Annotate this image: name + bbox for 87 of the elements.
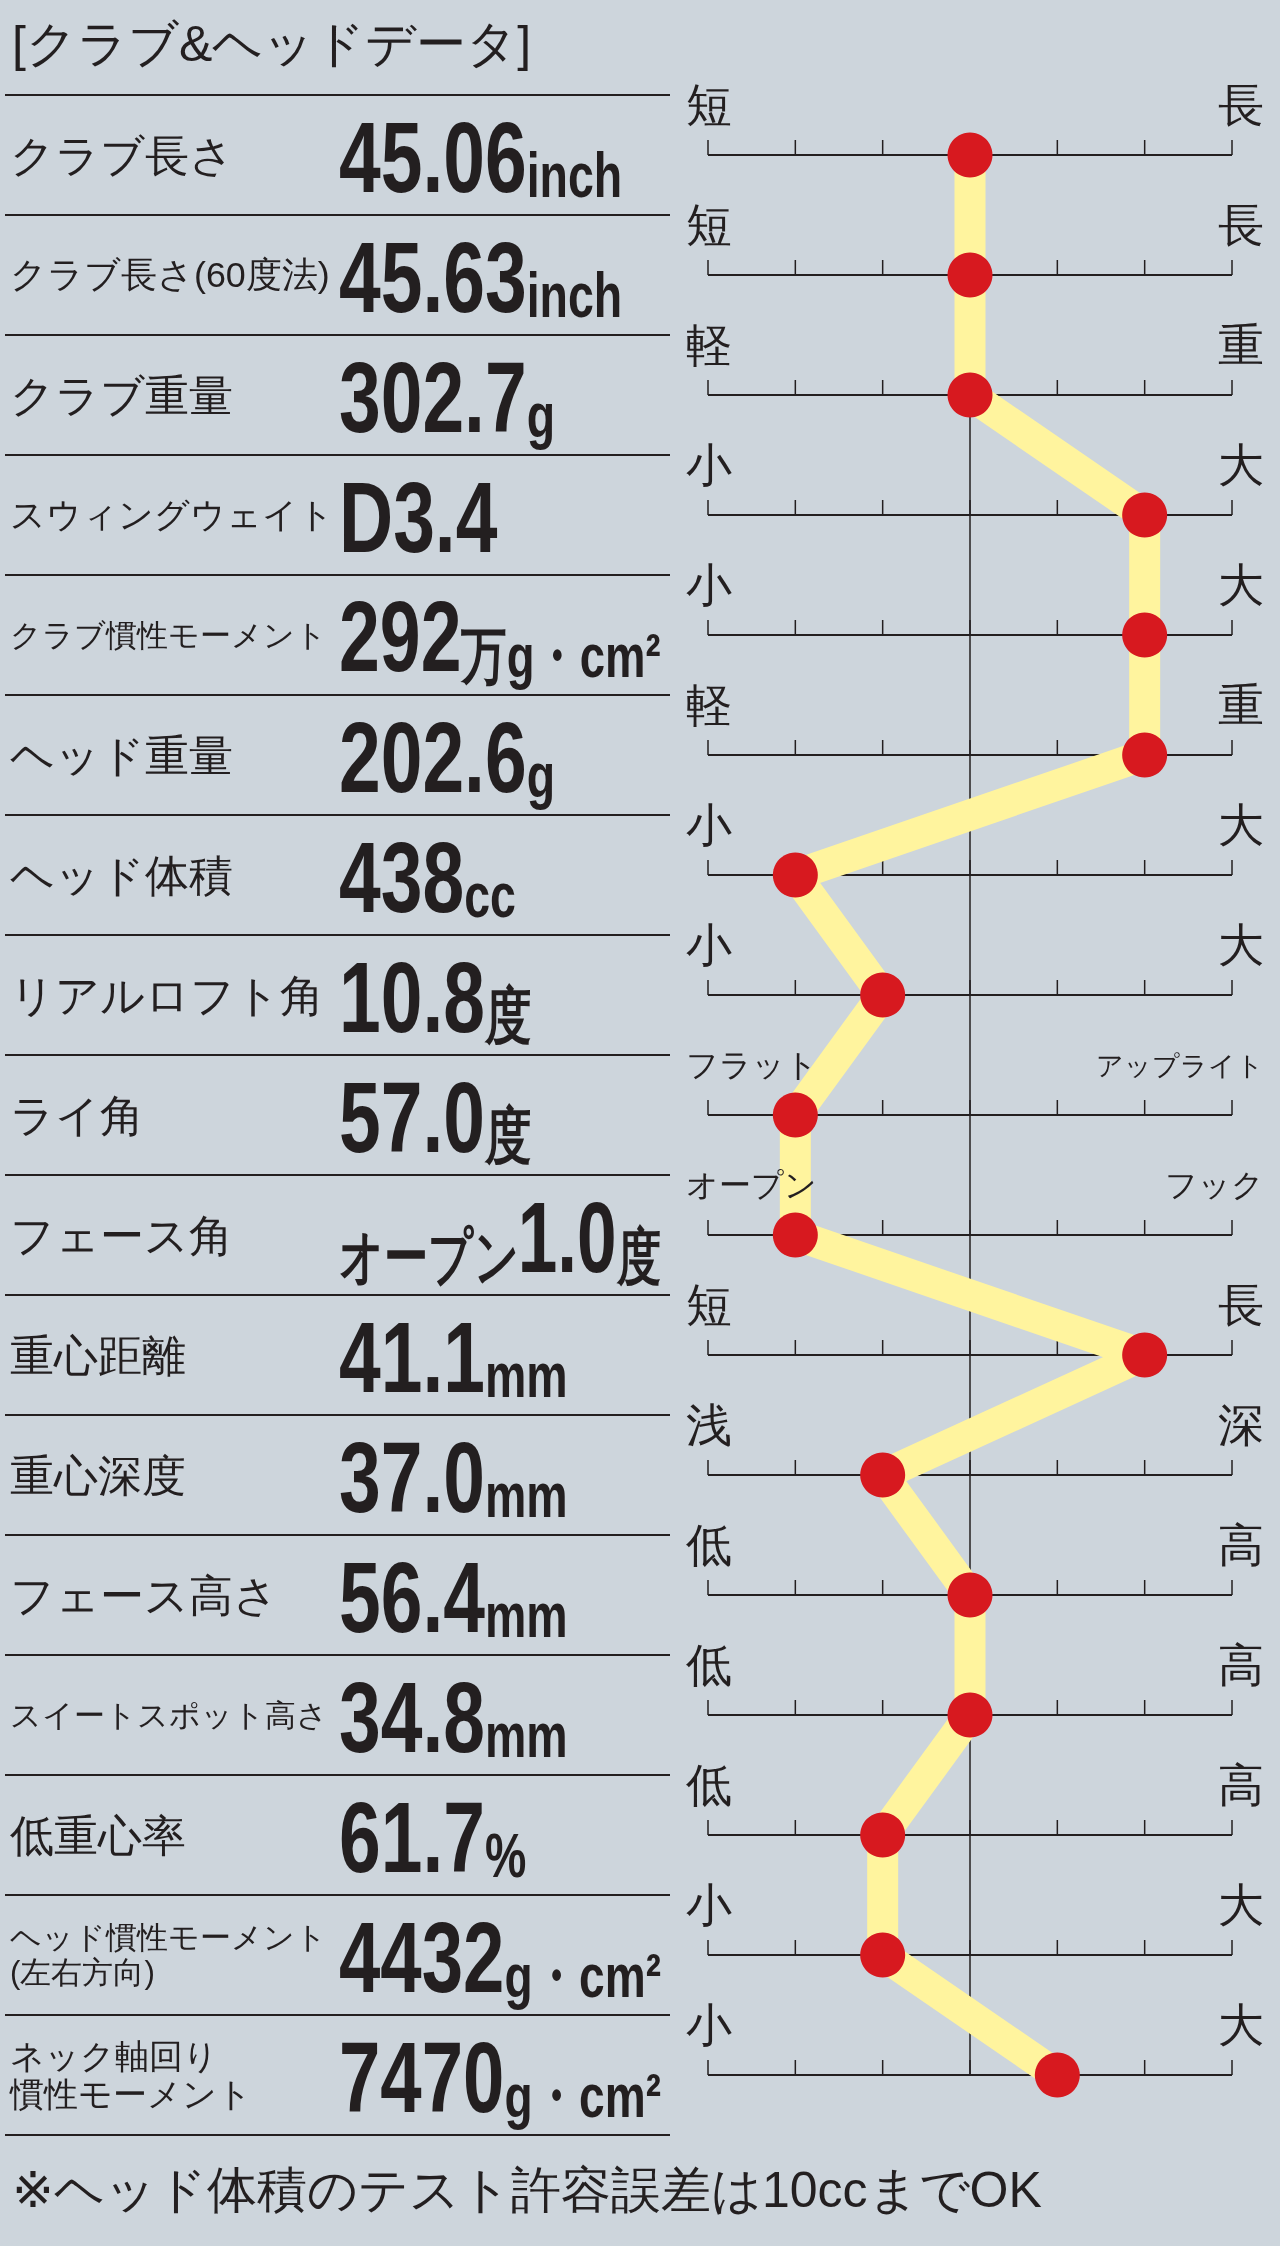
y-tick-label: フェース角	[10, 1210, 233, 1260]
text: 小	[686, 919, 732, 971]
point	[1122, 612, 1168, 658]
y-tick-label: クラブ重量	[10, 370, 233, 420]
point	[947, 372, 993, 418]
y-tick-label: ヘッド重量	[10, 730, 233, 780]
text: 浅	[686, 1399, 732, 1451]
y-tick-label: ヘッド慣性モーメント(左右方向)	[10, 1919, 327, 1991]
text: 重	[1218, 679, 1264, 731]
text: 小	[686, 1879, 732, 1931]
point	[860, 1452, 906, 1498]
text: 重	[1218, 319, 1264, 371]
y-tick-label: スウィングウェイト	[10, 496, 334, 534]
text: 61.7%	[339, 1781, 527, 1893]
text: オープン1.0度	[339, 1181, 661, 1293]
annotation: アップライト	[1096, 1049, 1264, 1081]
text: 大	[1218, 559, 1264, 611]
y-tick-label: 低重心率	[10, 1810, 186, 1860]
text: ※ヘッド体積のテスト許容誤差は10ccまでOK	[12, 2162, 1042, 2218]
text: 302.7g	[339, 341, 556, 453]
text: D3.4	[339, 461, 498, 573]
text: 202.6g	[339, 701, 556, 813]
text: 56.4mm	[339, 1541, 568, 1653]
y-tick-label: リアルロフト角	[10, 970, 324, 1020]
text: 長	[1218, 79, 1264, 131]
text: 10.8度	[339, 941, 532, 1053]
text: 軽	[686, 679, 732, 731]
point	[947, 132, 993, 178]
y-tick-label: 重心距離	[10, 1330, 186, 1380]
point	[1122, 492, 1168, 538]
annotation: オープン	[686, 1167, 817, 1203]
y-tick-label: スイートスポット高さ	[10, 1697, 328, 1733]
text: 大	[1218, 919, 1264, 971]
point	[860, 972, 906, 1018]
text: 45.06inch	[339, 101, 623, 213]
y-tick-label: クラブ慣性モーメント	[10, 617, 327, 653]
text: 438cc	[339, 821, 516, 933]
text: 大	[1218, 439, 1264, 491]
text: 45.63inch	[339, 221, 623, 333]
y-tick-label: フェース高さ	[10, 1570, 278, 1620]
text: 4432g・cm²	[339, 1900, 662, 2014]
point	[947, 252, 993, 298]
point	[1034, 2052, 1080, 2098]
text: 7470g・cm²	[339, 2020, 662, 2134]
text: 短	[686, 199, 732, 251]
text: 大	[1218, 799, 1264, 851]
text: 低	[686, 1759, 732, 1811]
point	[772, 1092, 818, 1138]
text: 小	[686, 559, 732, 611]
text: 小	[686, 439, 732, 491]
text: 低	[686, 1519, 732, 1571]
text: 41.1mm	[339, 1301, 568, 1413]
text: 小	[686, 799, 732, 851]
y-tick-label: ヘッド体積	[10, 850, 233, 900]
y-tick-label: ネック軸回り慣性モーメント	[9, 2036, 252, 2114]
text: 高	[1218, 1759, 1264, 1811]
text: 深	[1218, 1399, 1264, 1451]
text: 長	[1218, 1279, 1264, 1331]
point	[947, 1692, 993, 1738]
y-tick-label: クラブ長さ	[10, 130, 234, 180]
annotation: フラット	[686, 1047, 818, 1083]
point	[947, 1572, 993, 1618]
text: 軽	[686, 319, 732, 371]
y-tick-label: 重心深度	[10, 1450, 186, 1500]
text: 低	[686, 1639, 732, 1691]
point	[1122, 1332, 1168, 1378]
text: 高	[1218, 1519, 1264, 1571]
text: 34.8mm	[339, 1661, 568, 1773]
point	[860, 1812, 906, 1858]
point	[772, 852, 818, 898]
text: 大	[1218, 1999, 1264, 2051]
text: 短	[686, 1279, 732, 1331]
text: 57.0度	[339, 1061, 532, 1173]
y-tick-label: クラブ長さ(60度法)	[10, 255, 330, 295]
text: 大	[1218, 1879, 1264, 1931]
text: 37.0mm	[339, 1421, 568, 1533]
point	[772, 1212, 818, 1258]
text: フック	[1165, 1167, 1264, 1203]
point	[1122, 732, 1168, 778]
point	[860, 1932, 906, 1978]
text: 高	[1218, 1639, 1264, 1691]
text: 長	[1218, 199, 1264, 251]
text: 小	[686, 1999, 732, 2051]
text: 短	[686, 79, 732, 131]
text: 292万g・cm²	[339, 581, 661, 693]
y-tick-label: ライ角	[10, 1090, 144, 1140]
text: [クラブ&ヘッドデータ]	[12, 16, 532, 72]
